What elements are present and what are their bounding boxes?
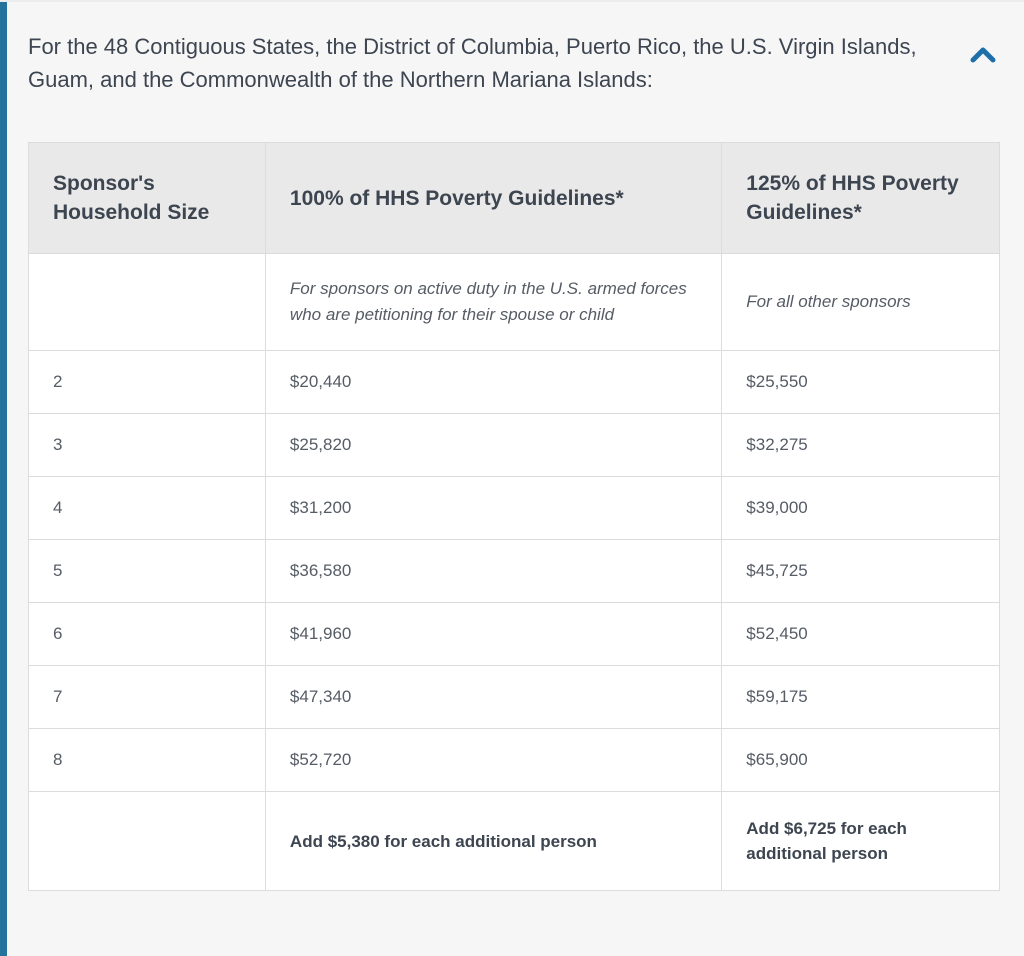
p100-cell: $25,820 xyxy=(264,413,723,477)
household-size-cell xyxy=(28,791,266,891)
p100-cell: $52,720 xyxy=(264,728,723,792)
col-header-100-percent: 100% of HHS Poverty Guidelines* xyxy=(264,142,723,254)
table-row: 2 $20,440 $25,550 xyxy=(28,350,1000,414)
p125-cell: $39,000 xyxy=(721,476,1000,540)
p125-note-cell: For all other sponsors xyxy=(721,253,1000,351)
p100-add-cell: Add $5,380 for each additional person xyxy=(264,791,723,891)
table-header-row: Sponsor's Household Size 100% of HHS Pov… xyxy=(28,142,1000,254)
table-footer-row: Add $5,380 for each additional person Ad… xyxy=(28,791,1000,891)
accordion-content: For the 48 Contiguous States, the Distri… xyxy=(7,2,1024,956)
accent-bar xyxy=(0,2,7,956)
p100-cell: $31,200 xyxy=(264,476,723,540)
table-row: 8 $52,720 $65,900 xyxy=(28,728,1000,792)
table-row: 4 $31,200 $39,000 xyxy=(28,476,1000,540)
p100-cell: $41,960 xyxy=(264,602,723,666)
p125-cell: $59,175 xyxy=(721,665,1000,729)
p100-note-cell: For sponsors on active duty in the U.S. … xyxy=(264,253,723,351)
p125-cell: $65,900 xyxy=(721,728,1000,792)
household-size-cell: 7 xyxy=(28,665,266,729)
household-size-cell: 3 xyxy=(28,413,266,477)
household-size-cell: 5 xyxy=(28,539,266,603)
p125-cell: $52,450 xyxy=(721,602,1000,666)
poverty-guidelines-table: Sponsor's Household Size 100% of HHS Pov… xyxy=(28,142,1000,891)
household-size-cell xyxy=(28,253,266,351)
p100-cell: $20,440 xyxy=(264,350,723,414)
col-header-125-percent: 125% of HHS Poverty Guidelines* xyxy=(721,142,1000,254)
household-size-cell: 2 xyxy=(28,350,266,414)
accordion-title: For the 48 Contiguous States, the Distri… xyxy=(28,34,917,92)
table-row: 6 $41,960 $52,450 xyxy=(28,602,1000,666)
chevron-up-icon xyxy=(970,47,996,63)
p125-cell: $32,275 xyxy=(721,413,1000,477)
col-header-household-size: Sponsor's Household Size xyxy=(28,142,266,254)
table-row: 3 $25,820 $32,275 xyxy=(28,413,1000,477)
household-size-cell: 6 xyxy=(28,602,266,666)
collapse-button[interactable] xyxy=(966,36,1000,74)
p125-cell: $45,725 xyxy=(721,539,1000,603)
table-row: 5 $36,580 $45,725 xyxy=(28,539,1000,603)
table-subheader-row: For sponsors on active duty in the U.S. … xyxy=(28,253,1000,351)
p100-cell: $36,580 xyxy=(264,539,723,603)
p125-cell: $25,550 xyxy=(721,350,1000,414)
p100-cell: $47,340 xyxy=(264,665,723,729)
household-size-cell: 8 xyxy=(28,728,266,792)
accordion-header[interactable]: For the 48 Contiguous States, the Distri… xyxy=(28,30,1000,96)
p125-add-cell: Add $6,725 for each additional person xyxy=(721,791,1000,891)
table-row: 7 $47,340 $59,175 xyxy=(28,665,1000,729)
household-size-cell: 4 xyxy=(28,476,266,540)
